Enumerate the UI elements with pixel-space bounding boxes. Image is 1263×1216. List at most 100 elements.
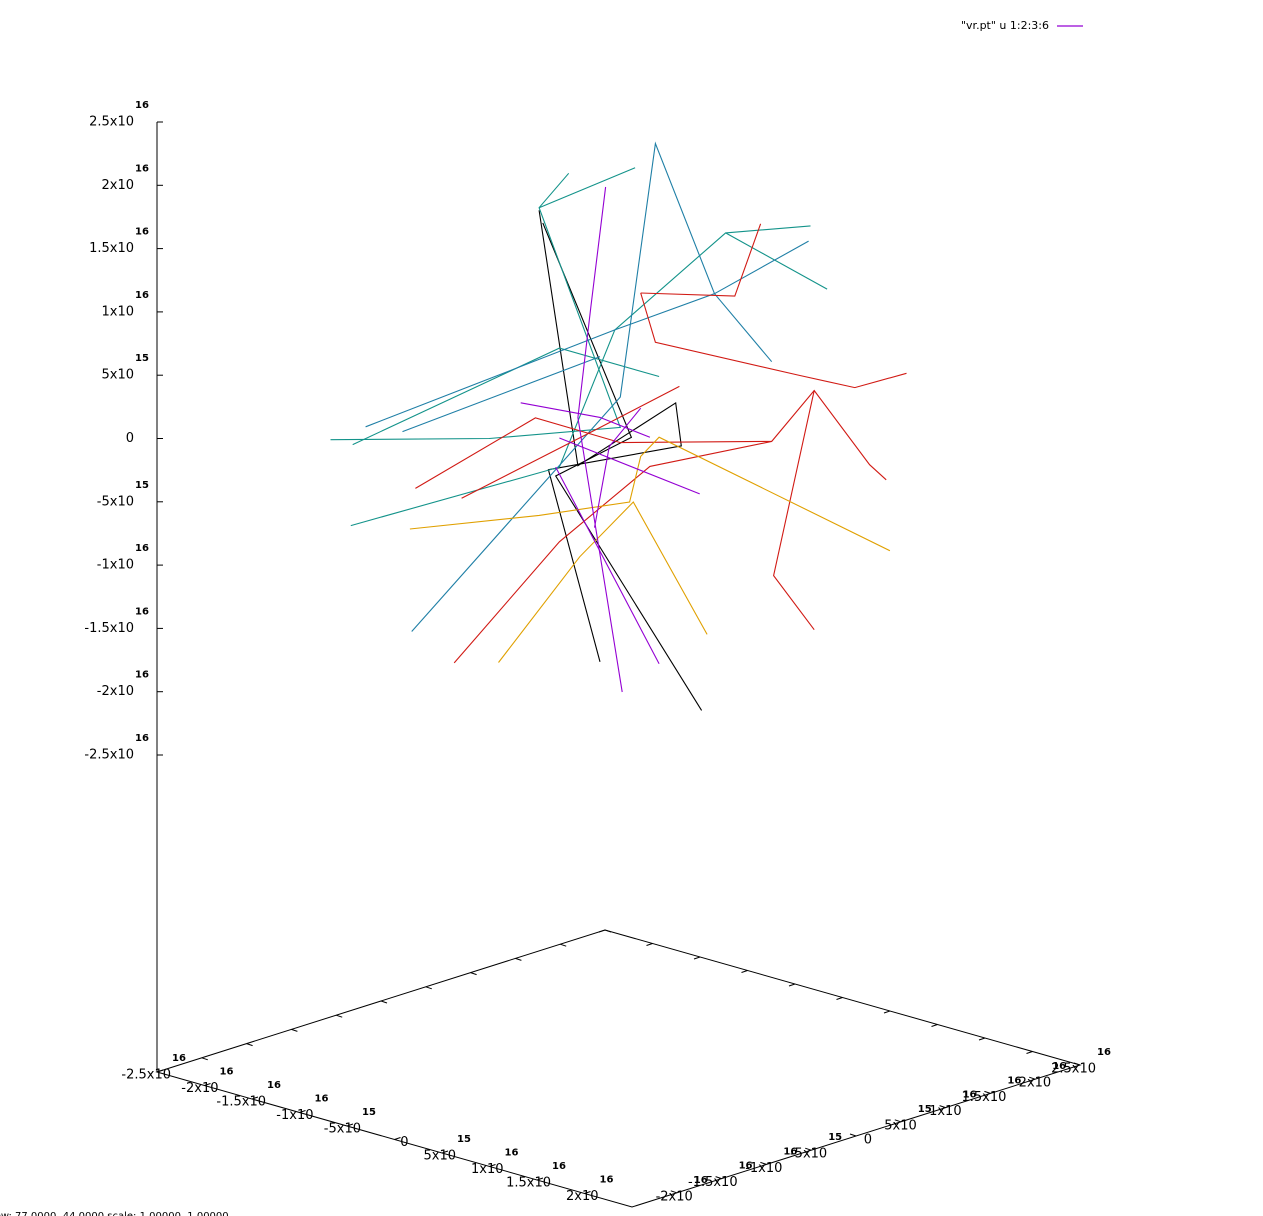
y-tick-label-power: 16 (694, 1175, 708, 1186)
y-tick-label: -1.5x10 (688, 1175, 738, 1190)
y-tick-label: -5x10 (790, 1147, 827, 1162)
x-tick (156, 1069, 164, 1073)
z-tick-label-power: 15 (135, 353, 149, 364)
y-tick-label-power: 16 (1052, 1061, 1066, 1072)
z-tick-label-power: 16 (135, 543, 149, 554)
x-tick-label-power: 16 (552, 1161, 566, 1172)
x-tick (931, 1024, 938, 1027)
y-tick (849, 1133, 857, 1137)
trace-line (461, 385, 680, 499)
trace-line (555, 466, 660, 665)
y-tick-label: -2x10 (656, 1189, 693, 1204)
y-tick-label-power: 16 (963, 1090, 977, 1101)
x-tick (883, 1010, 891, 1014)
trace-line (498, 501, 708, 663)
z-tick-label-power: 16 (135, 670, 149, 681)
x-tick (646, 943, 653, 946)
x-tick (1026, 1051, 1033, 1054)
trace-line (402, 356, 601, 433)
x-tick (299, 1110, 306, 1113)
y-tick (760, 1161, 767, 1165)
y-tick (1073, 1062, 1081, 1066)
y-tick-label-power: 15 (918, 1104, 932, 1115)
trace-line (773, 390, 815, 631)
y-tick (939, 1105, 946, 1109)
x-tick (788, 983, 796, 987)
z-tick-label: 1.5x10 (89, 241, 134, 256)
trace-line (559, 437, 700, 495)
z-tick-label: 0 (126, 431, 134, 446)
z-tick-label: 5x10 (101, 368, 134, 383)
trace-line (725, 232, 828, 290)
status-bar: view: 77.0000, 44.0000 scale: 1.00000, 1… (0, 1211, 229, 1216)
z-tick-label-power: 16 (135, 290, 149, 301)
x-tick-label-power: 15 (457, 1134, 471, 1145)
y-tick (604, 929, 612, 933)
trace-line (577, 186, 623, 693)
y-tick-label: 1x10 (929, 1104, 962, 1119)
z-tick-label: -2.5x10 (84, 748, 134, 763)
x-tick (251, 1096, 259, 1100)
x-tick-label: -1x10 (276, 1108, 313, 1123)
y-tick (291, 1028, 298, 1032)
y-tick-label-power: 16 (1007, 1075, 1021, 1086)
x-tick (394, 1137, 401, 1140)
x-tick-label: 1.5x10 (506, 1176, 551, 1191)
x-tick (489, 1164, 496, 1167)
y-tick-label: 2x10 (1019, 1076, 1052, 1091)
z-tick-label: -5x10 (97, 494, 134, 509)
y-tick (336, 1014, 343, 1018)
z-tick-label-power: 15 (135, 480, 149, 491)
x-tick (836, 997, 843, 1000)
trace-line (714, 240, 809, 295)
x-tick-label-power: 16 (505, 1148, 519, 1159)
z-tick-label-power: 16 (135, 733, 149, 744)
trace-line (538, 210, 682, 662)
y-tick (984, 1090, 991, 1094)
trace-line (640, 223, 762, 297)
y-tick (246, 1043, 253, 1047)
y-tick-label: -1x10 (745, 1161, 782, 1176)
y-tick-label-power: 15 (828, 1132, 842, 1143)
z-tick-label: 2x10 (101, 178, 134, 193)
z-tick-label-power: 16 (135, 606, 149, 617)
x-tick (441, 1150, 449, 1154)
y-tick (805, 1147, 812, 1151)
y-tick (425, 986, 432, 990)
x-tick-label: 1x10 (471, 1162, 504, 1177)
y-tick-label-power: 16 (783, 1146, 797, 1157)
trace-line (593, 407, 642, 528)
x-tick-label: -1.5x10 (216, 1095, 266, 1110)
trace-line (365, 141, 716, 632)
x-tick-label: -2.5x10 (121, 1068, 171, 1083)
y-tick (201, 1057, 208, 1061)
y-tick (515, 957, 522, 961)
x-tick-label-power: 15 (362, 1107, 376, 1118)
legend-label: "vr.pt" u 1:2:3:6 (961, 19, 1049, 32)
trace-line (538, 167, 636, 209)
y-tick (1029, 1076, 1036, 1080)
trace-line (714, 293, 773, 363)
trace-line (352, 347, 660, 446)
z-tick-label-power: 16 (135, 227, 149, 238)
x-tick-label: -2x10 (181, 1081, 218, 1096)
y-tick-label: 2.5x10 (1051, 1062, 1096, 1077)
z-tick-label: 2.5x10 (89, 115, 134, 130)
trace-line (520, 402, 651, 438)
x-tick-label-power: 16 (220, 1067, 234, 1078)
x-tick-label-power: 16 (600, 1175, 614, 1186)
x-tick-label: 0 (400, 1135, 408, 1150)
y-tick-label: 1.5x10 (961, 1090, 1006, 1105)
x-tick (693, 956, 701, 960)
x-tick-label: 5x10 (423, 1149, 456, 1164)
z-tick-label: -2x10 (97, 684, 134, 699)
x-tick-label: -5x10 (324, 1122, 361, 1137)
trace-line (453, 440, 772, 664)
x-tick-label-power: 16 (315, 1094, 329, 1105)
trace-line (330, 172, 622, 441)
y-tick (894, 1119, 901, 1123)
z-tick-label-power: 16 (135, 163, 149, 174)
z-tick-label: -1.5x10 (84, 621, 134, 636)
